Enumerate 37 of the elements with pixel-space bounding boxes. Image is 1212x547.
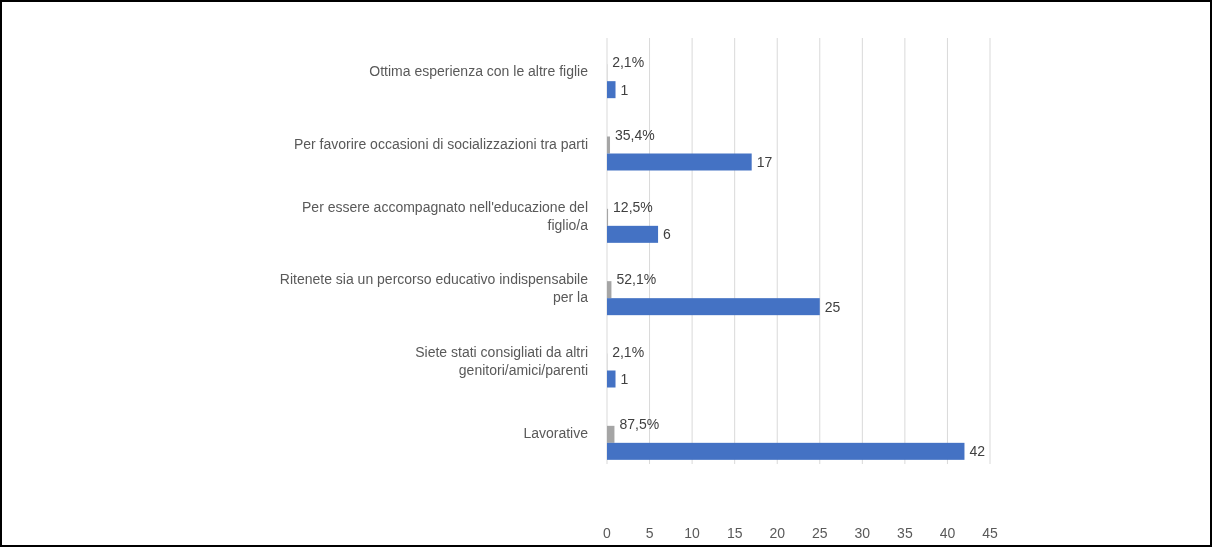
x-tick-label: 25 [811,525,828,541]
bar [607,153,752,171]
bar [607,281,612,299]
bar [607,425,615,443]
bar [607,370,616,388]
x-tick-label: 40 [939,525,956,541]
x-tick-label: 15 [726,525,743,541]
bar [607,298,820,316]
bar [607,136,611,154]
data-label: 25 [824,298,841,315]
y-tick-label: Ritenete sia un percorso educativo indispensabile per la [279,271,589,306]
data-label: 87,5% [619,415,660,432]
data-label: 12,5% [613,198,653,215]
data-label: 35,4% [615,126,655,143]
y-tick-label: Lavorative [523,424,589,441]
y-tick-label: Ottima esperienza con le altre figlie [369,63,589,80]
data-label: 2,1% [612,343,645,360]
y-tick-label: Siete stati consigliati da altri genitori/amici/parenti [415,343,588,378]
bar [607,81,616,99]
data-label: 6 [663,226,672,243]
x-tick-label: 0 [603,525,612,541]
data-label: 42 [969,443,986,460]
data-label: 1 [620,371,629,387]
data-label: 52,1% [616,271,657,288]
data-label: 17 [756,154,773,170]
y-tick-label: Per essere accompagnato nell'educazione del figlio/a [302,198,589,233]
x-tick-label: 30 [854,525,871,541]
x-tick-label: 35 [897,525,913,541]
data-label: 2,1% [612,54,645,71]
x-tick-label: 5 [645,525,654,541]
x-tick-label: 10 [684,525,701,541]
x-tick-label: 20 [769,525,786,541]
x-tick-label: 45 [982,525,998,541]
bar [607,442,965,460]
y-tick-label: Per favorire occasioni di socializzazioni tra parti [293,135,588,152]
bar [607,225,659,243]
data-label: 1 [620,81,629,98]
